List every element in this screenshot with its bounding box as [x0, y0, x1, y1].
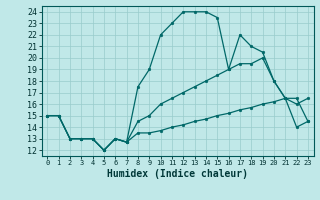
X-axis label: Humidex (Indice chaleur): Humidex (Indice chaleur) — [107, 169, 248, 179]
